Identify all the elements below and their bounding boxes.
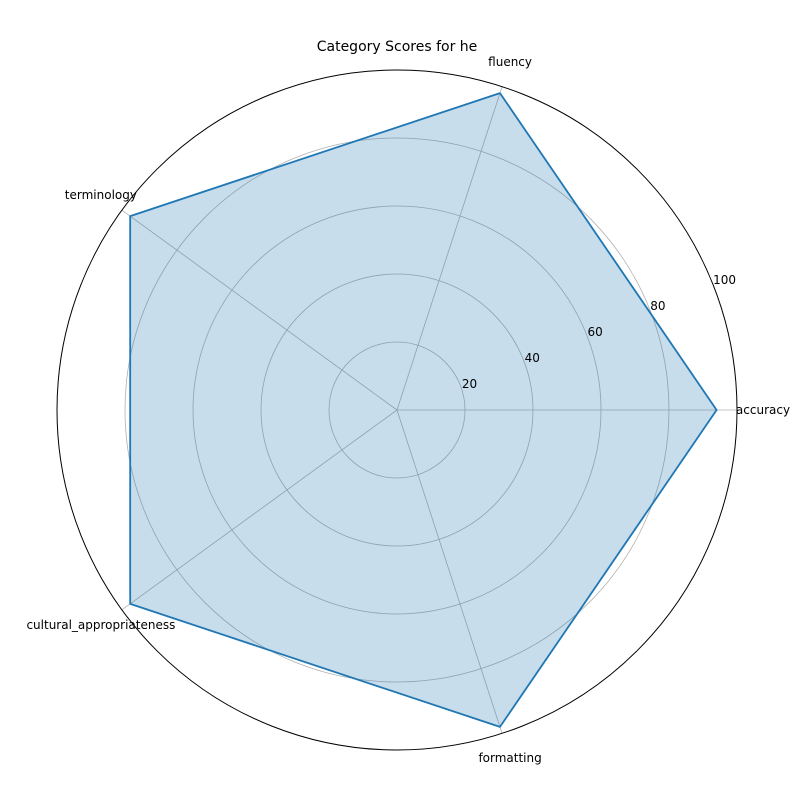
polar-frame	[56, 69, 738, 751]
grid-spoke	[396, 86, 503, 411]
grid-spoke	[121, 209, 398, 411]
radial-tick-label: 40	[525, 351, 540, 365]
series-line	[129, 92, 718, 728]
grid-spoke	[396, 409, 503, 734]
series-area	[130, 93, 717, 727]
grid-spoke	[121, 409, 398, 611]
category-label: accuracy	[736, 403, 790, 417]
label-layer: 20 40 60 80 100 accuracy fluency terminology cul…	[26, 55, 790, 765]
radial-tick-label: 60	[587, 325, 602, 339]
radial-tick-label: 20	[462, 377, 477, 391]
category-label: cultural_appropriateness	[26, 618, 175, 632]
radial-tick-label: 80	[650, 299, 665, 313]
grid-layer	[56, 69, 738, 751]
category-label: fluency	[488, 55, 532, 69]
chart-title: Category Scores for he	[317, 39, 478, 55]
category-label: terminology	[65, 188, 137, 202]
radial-tick-label: 100	[713, 273, 736, 287]
series-layer	[129, 92, 718, 728]
category-label: formatting	[478, 751, 541, 765]
